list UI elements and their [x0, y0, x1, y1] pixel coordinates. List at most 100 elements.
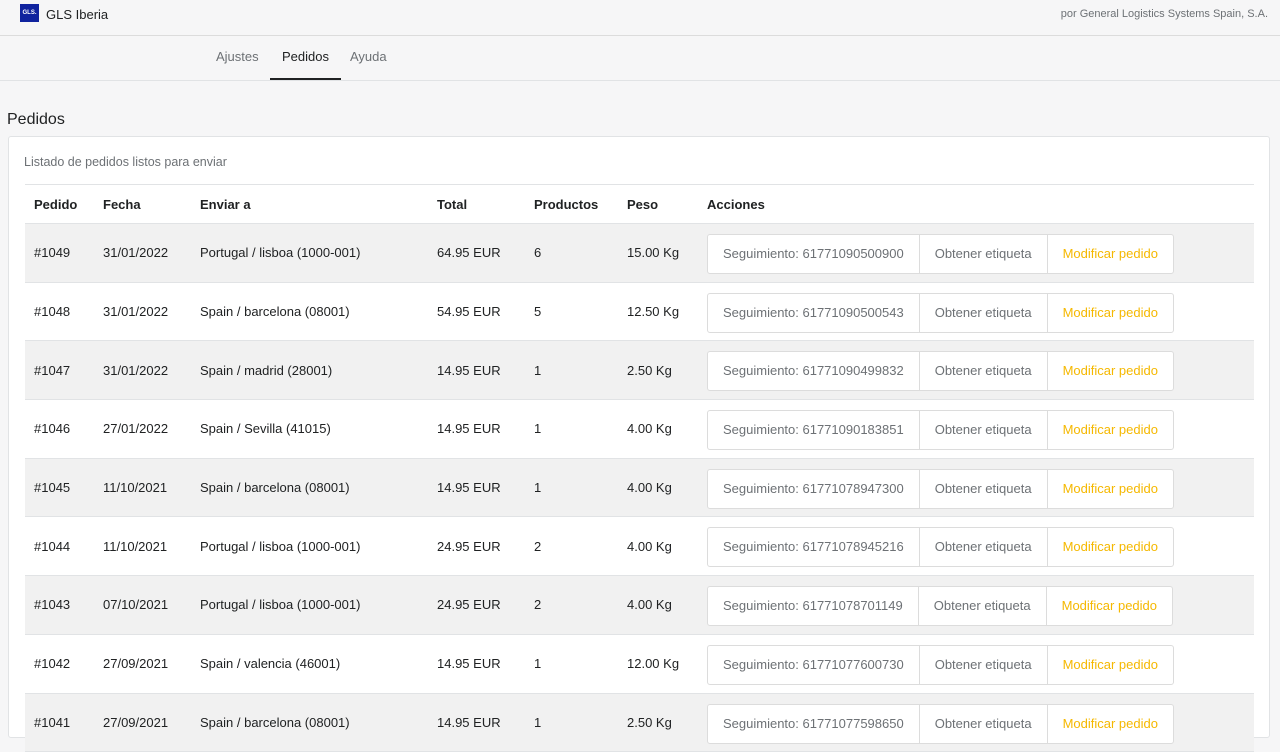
cell: #1047: [34, 341, 70, 399]
cell: #1042: [34, 635, 70, 693]
cell: 11/10/2021: [103, 459, 167, 517]
cell: 07/10/2021: [103, 576, 168, 634]
page: GLS. GLS Iberia por General Logistics Sy…: [0, 0, 1280, 720]
cell: 1: [534, 694, 541, 752]
label-button[interactable]: Obtener etiqueta: [919, 528, 1047, 566]
column-header: Peso: [627, 185, 658, 223]
modify-button[interactable]: Modificar pedido: [1047, 294, 1173, 332]
cell: #1048: [34, 283, 70, 341]
modify-button[interactable]: Modificar pedido: [1047, 235, 1173, 273]
label-button[interactable]: Obtener etiqueta: [918, 587, 1046, 625]
tracking-button[interactable]: Seguimiento: 61771090500543: [708, 294, 919, 332]
column-header: Pedido: [34, 185, 77, 223]
modify-button[interactable]: Modificar pedido: [1047, 352, 1173, 390]
cell: 27/09/2021: [103, 635, 168, 693]
cell: 1: [534, 459, 541, 517]
cell: Spain / valencia (46001): [200, 635, 340, 693]
cell: 14.95 EUR: [437, 341, 501, 399]
cell: 5: [534, 283, 541, 341]
cell: 15.00 Kg: [627, 224, 679, 282]
cell: #1049: [34, 224, 70, 282]
order-row: #1044 11/10/2021 Portugal / lisboa (1000-0…: [25, 517, 1254, 576]
tracking-button[interactable]: Seguimiento: 61771090500900: [708, 235, 919, 273]
modify-button[interactable]: Modificar pedido: [1047, 705, 1173, 743]
cell: 31/01/2022: [103, 224, 168, 282]
cell: 64.95 EUR: [437, 224, 501, 282]
cell: 4.00 Kg: [627, 400, 672, 458]
byline: por General Logistics Systems Spain, S.A…: [1061, 8, 1268, 20]
column-header: Total: [437, 185, 467, 223]
cell: 24.95 EUR: [437, 576, 501, 634]
cell: Portugal / lisboa (1000-001): [200, 224, 360, 282]
cell: #1046: [34, 400, 70, 458]
label-button[interactable]: Obtener etiqueta: [919, 294, 1047, 332]
column-header: Productos: [534, 185, 598, 223]
label-button[interactable]: Obtener etiqueta: [919, 235, 1047, 273]
column-header: Acciones: [707, 185, 765, 223]
cell: Spain / barcelona (08001): [200, 459, 350, 517]
tab[interactable]: Pedidos: [270, 36, 341, 80]
modify-button[interactable]: Modificar pedido: [1047, 646, 1173, 684]
cell: 12.00 Kg: [627, 635, 679, 693]
cell: 11/10/2021: [103, 517, 167, 575]
tracking-button[interactable]: Seguimiento: 61771078947300: [708, 470, 919, 508]
tracking-button[interactable]: Seguimiento: 61771077598650: [708, 705, 919, 743]
cell: 24.95 EUR: [437, 517, 501, 575]
order-row: #1042 27/09/2021 Spain / valencia (46001) 1…: [25, 635, 1254, 694]
cell: Spain / Sevilla (41015): [200, 400, 331, 458]
label-button[interactable]: Obtener etiqueta: [919, 470, 1047, 508]
cell: 1: [534, 400, 541, 458]
cell: 2.50 Kg: [627, 341, 672, 399]
cell: 1: [534, 635, 541, 693]
cell: 14.95 EUR: [437, 694, 501, 752]
modify-button[interactable]: Modificar pedido: [1046, 587, 1172, 625]
modify-button[interactable]: Modificar pedido: [1047, 528, 1173, 566]
tab[interactable]: Ajustes: [204, 36, 271, 78]
cell: Portugal / lisboa (1000-001): [200, 517, 360, 575]
tab[interactable]: Ayuda: [338, 36, 399, 78]
tracking-button[interactable]: Seguimiento: 61771090183851: [708, 411, 919, 449]
cell: 27/09/2021: [103, 694, 168, 752]
tracking-button[interactable]: Seguimiento: 61771078945216: [708, 528, 919, 566]
cell: #1045: [34, 459, 70, 517]
cell: 4.00 Kg: [627, 576, 672, 634]
label-button[interactable]: Obtener etiqueta: [919, 352, 1047, 390]
cell: Spain / barcelona (08001): [200, 694, 350, 752]
cell: 14.95 EUR: [437, 400, 501, 458]
order-row: #1045 11/10/2021 Spain / barcelona (08001)…: [25, 459, 1254, 518]
cell: 12.50 Kg: [627, 283, 679, 341]
order-row: #1049 31/01/2022 Portugal / lisboa (1000-0…: [25, 224, 1254, 283]
cell: 2: [534, 576, 541, 634]
tracking-button[interactable]: Seguimiento: 61771078701149: [708, 587, 918, 625]
modify-button[interactable]: Modificar pedido: [1047, 470, 1173, 508]
cell: 4.00 Kg: [627, 517, 672, 575]
card-subtitle: Listado de pedidos listos para enviar: [24, 155, 227, 169]
tracking-button[interactable]: Seguimiento: 61771090499832: [708, 352, 919, 390]
cell: 4.00 Kg: [627, 459, 672, 517]
cell: #1041: [34, 694, 70, 752]
label-button[interactable]: Obtener etiqueta: [919, 411, 1047, 449]
top-bar: GLS. GLS Iberia por General Logistics Sy…: [0, 0, 1280, 36]
cell: 6: [534, 224, 541, 282]
label-button[interactable]: Obtener etiqueta: [919, 646, 1047, 684]
order-row: #1041 27/09/2021 Spain / barcelona (08001)…: [25, 694, 1254, 752]
tracking-button[interactable]: Seguimiento: 61771077600730: [708, 646, 919, 684]
label-button[interactable]: Obtener etiqueta: [919, 705, 1047, 743]
column-header: Fecha: [103, 185, 141, 223]
cell: #1044: [34, 517, 70, 575]
cell: 14.95 EUR: [437, 459, 501, 517]
cell: 2: [534, 517, 541, 575]
cell: 2.50 Kg: [627, 694, 672, 752]
brand: GLS Iberia: [46, 7, 108, 22]
modify-button[interactable]: Modificar pedido: [1047, 411, 1173, 449]
cell: 27/01/2022: [103, 400, 168, 458]
